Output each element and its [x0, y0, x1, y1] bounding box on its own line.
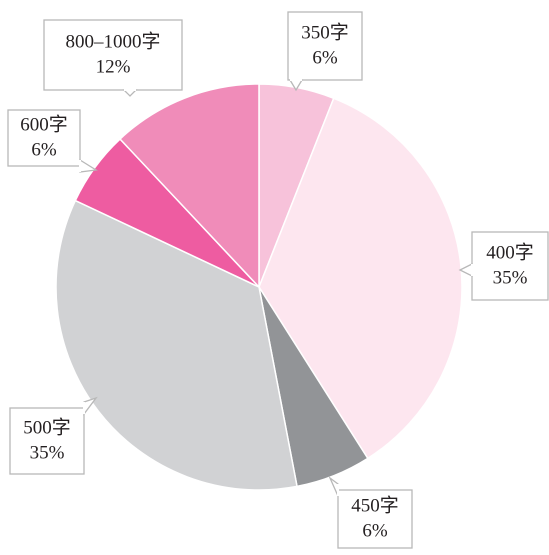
slice-category: 450字: [351, 494, 399, 516]
slice-value-label: 6%: [312, 47, 338, 68]
label-tail: [79, 158, 98, 173]
label-box: [471, 231, 549, 301]
pie-slice: [55, 199, 298, 491]
slice-value-label: 6%: [362, 520, 388, 541]
label-box: [9, 407, 85, 475]
slice-category: 800–1000字: [65, 30, 160, 52]
label-tail: [328, 475, 339, 497]
slice-category: 350字: [301, 21, 349, 43]
pie-slice: [118, 83, 260, 289]
label-box: [287, 11, 363, 81]
slice-value-label: 12%: [96, 56, 131, 77]
slice-value-label: 35%: [30, 442, 65, 463]
slice-category: 600字: [20, 113, 68, 135]
label-box: [43, 19, 183, 91]
slice-category: 400字: [486, 241, 534, 263]
slice-category: 500字: [23, 416, 71, 438]
pie-slice: [258, 97, 463, 460]
label-box: [7, 109, 81, 167]
slice-value-label: 6%: [31, 139, 57, 160]
slice-value-label: 35%: [493, 267, 528, 288]
label-box: [337, 489, 413, 549]
